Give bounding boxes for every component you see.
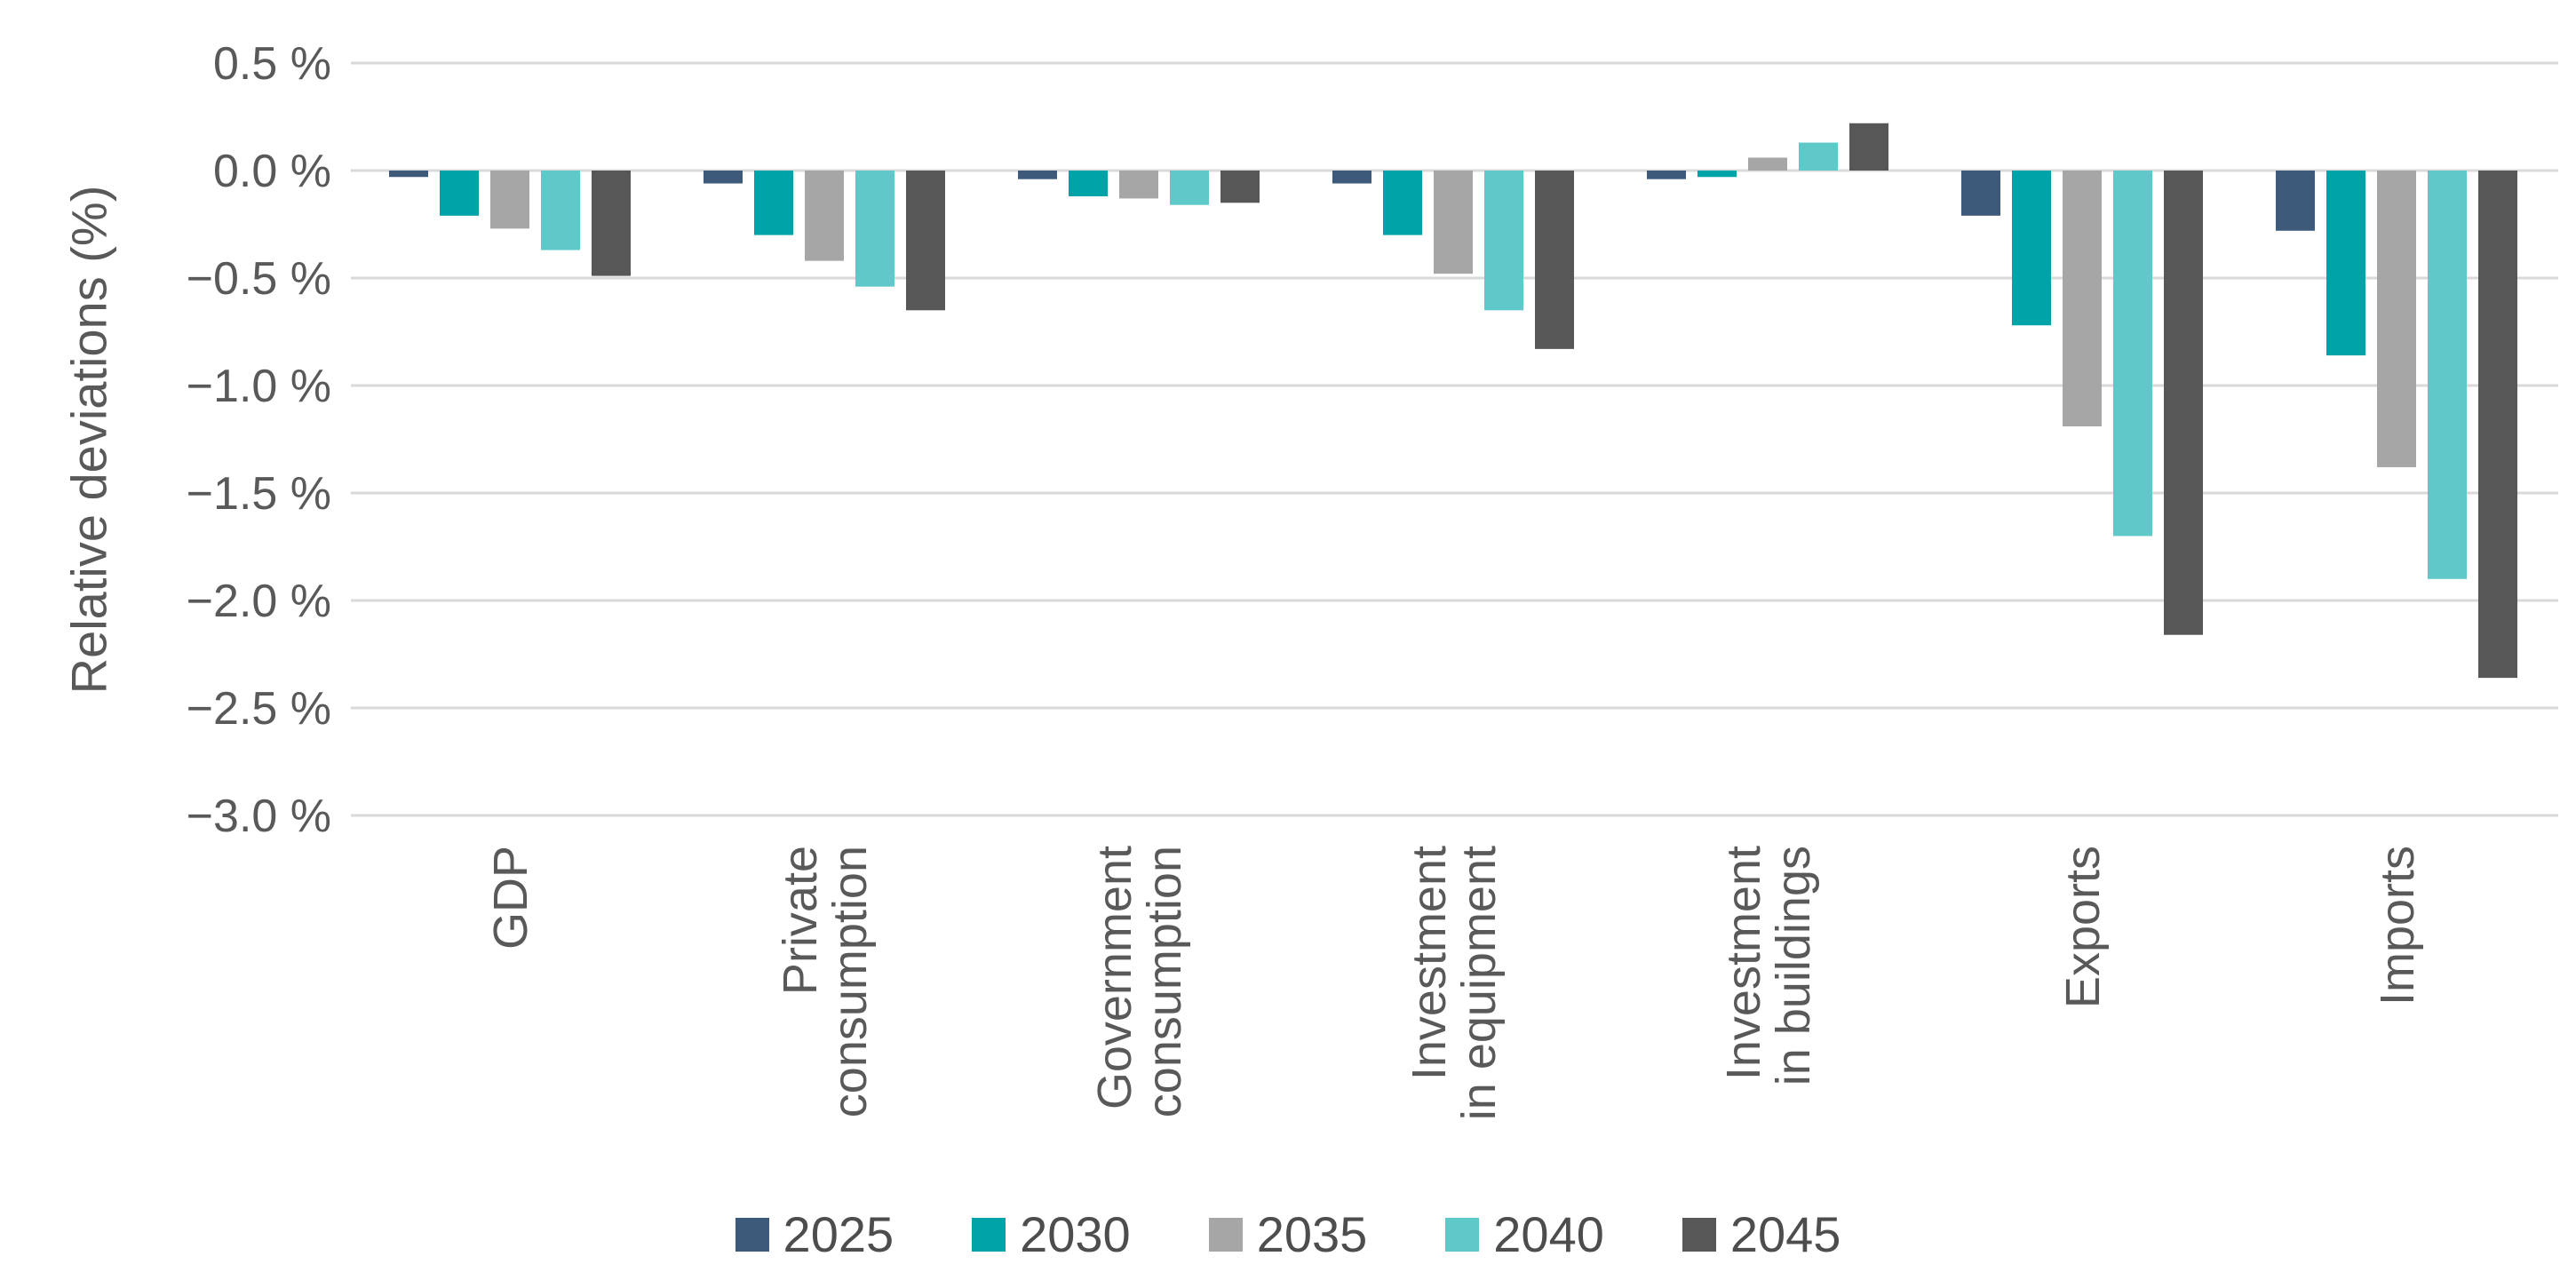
bar-2030-exports <box>2012 171 2051 326</box>
x-category-label: in equipment <box>1452 846 1506 1120</box>
bar-2035-investment-in-buildings <box>1748 157 1787 171</box>
y-tick-label: 0.0 % <box>213 146 331 197</box>
bar-2040-government-consumption <box>1170 171 1209 205</box>
y-tick-label: −2.5 % <box>187 683 331 735</box>
bar-2025-investment-in-equipment <box>1332 171 1371 184</box>
bar-2025-investment-in-buildings <box>1647 171 1686 179</box>
bar-2045-exports <box>2164 171 2203 635</box>
bar-2030-imports <box>2326 171 2365 356</box>
bar-2030-investment-in-equipment <box>1383 171 1422 235</box>
bar-2040-imports <box>2428 171 2467 579</box>
bar-2040-investment-in-buildings <box>1799 142 1838 171</box>
y-tick-label: −2.0 % <box>187 576 331 627</box>
x-category-label: Investment <box>1717 846 1770 1080</box>
x-category-label: Government <box>1088 846 1141 1109</box>
legend-item-2035: 2035 <box>1208 1206 1368 1262</box>
x-category-label: Private <box>774 846 827 995</box>
bar-2035-gdp <box>490 171 529 229</box>
legend-item-2025: 2025 <box>735 1210 894 1260</box>
x-category-label: Imports <box>2371 846 2424 1006</box>
y-tick-label: 0.5 % <box>213 38 331 90</box>
bar-2035-private-consumption <box>805 171 844 261</box>
legend-swatch-2040 <box>1445 1218 1480 1252</box>
x-category-label: GDP <box>484 846 537 950</box>
bar-2030-investment-in-buildings <box>1697 171 1737 178</box>
bar-2045-imports <box>2478 171 2517 679</box>
legend-item-2030: 2030 <box>972 1210 1131 1260</box>
bar-2030-gdp <box>440 171 479 216</box>
bar-2035-imports <box>2377 171 2416 467</box>
x-category-label: Exports <box>2056 846 2110 1008</box>
legend-label-2040: 2040 <box>1493 1206 1604 1262</box>
bar-2035-exports <box>2063 171 2102 426</box>
x-category-label: Investment <box>1403 846 1456 1080</box>
legend-swatch-2045 <box>1682 1218 1716 1252</box>
legend-label-2025: 2025 <box>783 1206 894 1262</box>
bar-2045-investment-in-equipment <box>1535 171 1574 349</box>
x-category-label: in buildings <box>1767 846 1820 1085</box>
legend-swatch-2025 <box>735 1218 769 1252</box>
bar-2025-imports <box>2276 171 2315 231</box>
bar-2025-exports <box>1961 171 2000 216</box>
bar-2045-private-consumption <box>906 171 945 311</box>
legend-item-2045: 2045 <box>1682 1210 1841 1260</box>
bar-2025-private-consumption <box>704 171 743 184</box>
bar-2035-government-consumption <box>1119 171 1158 199</box>
bar-2025-gdp <box>389 171 428 178</box>
y-tick-label: −0.5 % <box>187 253 331 305</box>
legend-swatch-2030 <box>972 1218 1006 1252</box>
bar-2025-government-consumption <box>1018 171 1057 179</box>
bar-2045-government-consumption <box>1220 171 1260 203</box>
x-category-label: consumption <box>823 846 877 1117</box>
bar-2040-gdp <box>541 171 580 250</box>
bar-2045-investment-in-buildings <box>1849 123 1888 171</box>
bar-2040-private-consumption <box>855 171 894 287</box>
bar-2040-exports <box>2113 171 2152 537</box>
y-tick-label: −1.5 % <box>187 468 331 520</box>
legend-label-2035: 2035 <box>1256 1206 1368 1262</box>
y-tick-label: −3.0 % <box>187 791 331 842</box>
bar-2030-government-consumption <box>1069 171 1108 197</box>
y-tick-label: −1.0 % <box>187 361 331 412</box>
legend-label-2045: 2045 <box>1729 1206 1841 1262</box>
legend-label-2030: 2030 <box>1020 1206 1131 1262</box>
x-category-label: consumption <box>1138 846 1191 1117</box>
y-axis-title: Relative deviations (%) <box>60 185 117 695</box>
legend: 2025 2030 2035 2040 2045 <box>0 1210 2576 1260</box>
bar-2045-gdp <box>592 171 631 276</box>
bar-2030-private-consumption <box>754 171 793 235</box>
bar-2040-investment-in-equipment <box>1484 171 1523 311</box>
bar-2035-investment-in-equipment <box>1434 171 1473 274</box>
legend-item-2040: 2040 <box>1445 1210 1604 1260</box>
legend-swatch-2035 <box>1208 1218 1243 1252</box>
